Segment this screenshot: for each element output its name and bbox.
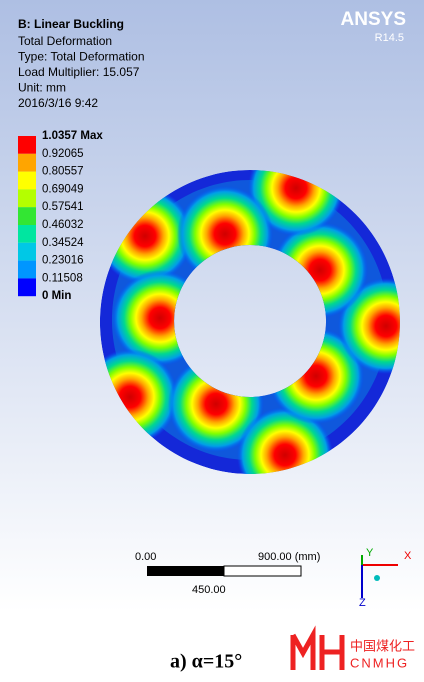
legend-label: 0.92065 bbox=[42, 148, 84, 160]
legend-label: 0.80557 bbox=[42, 166, 84, 178]
legend-swatch bbox=[18, 153, 36, 172]
hotspot bbox=[248, 170, 344, 236]
scale-end: 900.00 (mm) bbox=[258, 551, 320, 563]
logo-cn: 中国煤化工 bbox=[350, 638, 415, 653]
header-line: Unit: mm bbox=[18, 81, 66, 95]
hotspot bbox=[237, 407, 333, 475]
logo: 中国煤化工 CNMHG bbox=[290, 625, 415, 670]
header-line: 2016/3/16 9:42 bbox=[18, 96, 98, 110]
legend-swatch bbox=[18, 260, 36, 279]
result-title: B: Linear Buckling bbox=[18, 17, 124, 31]
header-line: Total Deformation bbox=[18, 34, 112, 48]
brand-version: R14.5 bbox=[375, 32, 404, 44]
hotspot bbox=[338, 278, 400, 374]
legend-swatch bbox=[18, 207, 36, 225]
legend-label: 0.69049 bbox=[42, 183, 84, 195]
scale-bar-black bbox=[147, 566, 224, 576]
legend-swatch bbox=[18, 242, 36, 261]
brand-name: ANSYS bbox=[341, 9, 406, 30]
axis-x: X bbox=[404, 550, 412, 562]
legend-swatch bbox=[18, 171, 36, 190]
legend-label: 0.57541 bbox=[42, 201, 84, 213]
legend-swatch bbox=[18, 189, 36, 208]
legend-label: 0.46032 bbox=[42, 219, 84, 231]
caption: a) α=15° bbox=[170, 651, 242, 673]
logo-en: CNMHG bbox=[350, 655, 409, 670]
legend-label: 1.0357 Max bbox=[42, 130, 103, 142]
legend-swatch bbox=[18, 136, 36, 154]
legend-label: 0.11508 bbox=[42, 272, 83, 284]
legend-swatch bbox=[18, 225, 36, 243]
legend-label: 0.34524 bbox=[42, 237, 84, 249]
axis-y: Y bbox=[366, 547, 374, 559]
triad: X Y Z bbox=[359, 547, 412, 609]
header-line: Type: Total Deformation bbox=[18, 50, 145, 64]
legend-label: 0 Min bbox=[42, 290, 71, 302]
scale-bar-white bbox=[223, 565, 302, 577]
header-line: Load Multiplier: 15.057 bbox=[18, 65, 140, 79]
legend-swatch bbox=[18, 278, 36, 297]
axis-z: Z bbox=[359, 597, 366, 609]
legend-label: 0.23016 bbox=[42, 255, 84, 267]
scale-middle: 450.00 bbox=[192, 584, 226, 596]
scale-start: 0.00 bbox=[135, 551, 156, 563]
